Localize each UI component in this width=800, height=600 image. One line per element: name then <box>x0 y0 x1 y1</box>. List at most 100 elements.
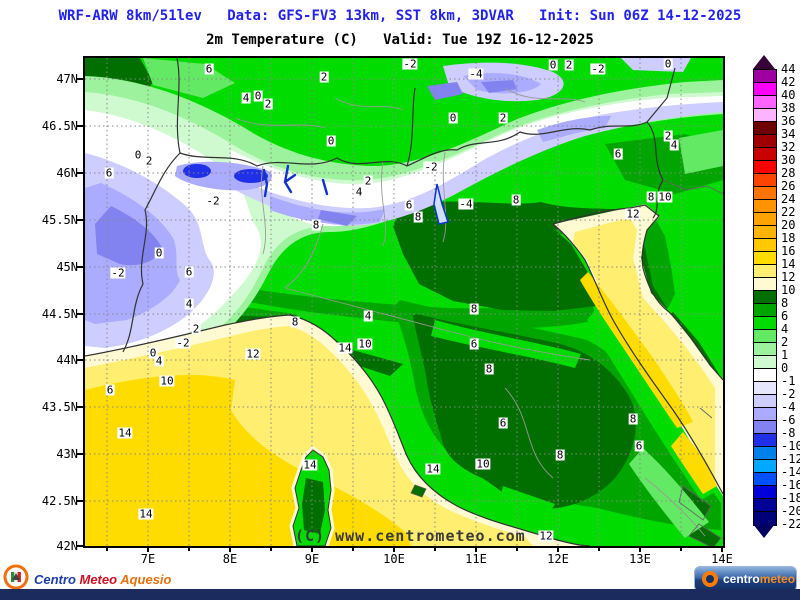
longitude-tick-label: 12E <box>547 552 569 566</box>
longitude-minor-tick-mark <box>434 546 436 551</box>
longitude-minor-tick-mark <box>598 546 600 551</box>
colorbar-tick-label: -14 <box>781 465 800 479</box>
latitude-tick-label: 47N <box>56 72 78 86</box>
colorbar-cell <box>754 499 776 512</box>
colorbar-cell <box>754 512 776 525</box>
colorbar-tick-label: 14 <box>781 257 796 271</box>
temperature-map-svg <box>85 58 723 546</box>
colorbar-cell <box>754 252 776 265</box>
colorbar-cell <box>754 473 776 486</box>
longitude-minor-tick-mark <box>516 546 518 551</box>
aquesio-logo-icon <box>3 564 29 594</box>
colorbar-cell <box>754 356 776 369</box>
longitude-tick-mark <box>475 546 477 552</box>
colorbar-tick-label: 34 <box>781 127 796 141</box>
colorbar-tick-label: 38 <box>781 101 796 115</box>
longitude-tick-mark <box>557 546 559 552</box>
colorbar-cell <box>754 382 776 395</box>
colorbar-tick-label: 16 <box>781 244 796 258</box>
longitude-tick-mark <box>393 546 395 552</box>
colorbar-tick-label: -18 <box>781 491 800 505</box>
colorbar-tick-label: 28 <box>781 166 796 180</box>
latitude-tick-label: 44.5N <box>41 307 78 321</box>
colorbar-cell <box>754 226 776 239</box>
latitude-tick-mark <box>77 500 83 502</box>
colorbar-cell <box>754 447 776 460</box>
colorbar-cell <box>754 70 776 83</box>
colorbar-tick-label: 24 <box>781 192 796 206</box>
longitude-minor-tick-mark <box>680 546 682 551</box>
colorbar-cell <box>754 239 776 252</box>
colorbar-cell <box>754 109 776 122</box>
latitude-tick-label: 42N <box>56 539 78 553</box>
colorbar-cell <box>754 148 776 161</box>
latitude-tick-mark <box>77 453 83 455</box>
centro-meteo-aquesio-logo: Centro Meteo Aquesio <box>3 564 172 594</box>
latitude-tick-label: 46N <box>56 166 78 180</box>
colorbar-tick-label: -16 <box>781 478 800 492</box>
colorbar-tick-label: 10 <box>781 283 796 297</box>
colorbar-tick-label: -6 <box>781 413 796 427</box>
latitude-tick-mark <box>77 125 83 127</box>
colorbar-tick-label: 20 <box>781 218 796 232</box>
colorbar-tick-label: 8 <box>781 296 789 310</box>
colorbar-tick-label: 0 <box>781 361 789 375</box>
colorbar-tick-label: 40 <box>781 88 796 102</box>
right-logo-text: centrometeo <box>723 572 796 586</box>
latitude-tick-mark <box>77 545 83 547</box>
colorbar-cell <box>754 460 776 473</box>
colorbar-tick-label: -2 <box>781 387 796 401</box>
colorbar-tick-label: -22 <box>781 517 800 531</box>
latitude-tick-mark <box>77 219 83 221</box>
temperature-colorbar: 44 42 40 38 36 34 32 30 28 26 24 22 20 18 16 14 12 10 8 6 4 2… <box>753 55 800 555</box>
longitude-tick-label: 13E <box>629 552 651 566</box>
colorbar-tick-label: 2 <box>781 335 789 349</box>
footer-bar <box>0 589 800 600</box>
colorbar-cell <box>754 187 776 200</box>
colorbar-tick-label: 26 <box>781 179 796 193</box>
colorbar-cells <box>753 69 777 526</box>
latitude-tick-mark <box>77 313 83 315</box>
colorbar-bottom-arrow <box>753 524 775 538</box>
latitude-tick-label: 42.5N <box>41 494 78 508</box>
field-valid-title: 2m Temperature (C) Valid: Tue 19Z 16-12-… <box>206 32 594 48</box>
colorbar-tick-label: 18 <box>781 231 796 245</box>
longitude-tick-label: 11E <box>465 552 487 566</box>
colorbar-cell <box>754 96 776 109</box>
latitude-tick-label: 45N <box>56 260 78 274</box>
colorbar-tick-label: -12 <box>781 452 800 466</box>
colorbar-cell <box>754 330 776 343</box>
longitude-tick-mark <box>721 546 723 552</box>
colorbar-tick-label: 22 <box>781 205 796 219</box>
colorbar-cell <box>754 122 776 135</box>
model-init-title: WRF-ARW 8km/51lev Data: GFS-FV3 13km, SS… <box>58 8 742 24</box>
latitude-tick-label: 43.5N <box>41 400 78 414</box>
colorbar-tick-label: 42 <box>781 75 796 89</box>
colorbar-tick-label: -1 <box>781 374 796 388</box>
colorbar-cell <box>754 343 776 356</box>
colorbar-cell <box>754 278 776 291</box>
longitude-tick-label: 14E <box>711 552 733 566</box>
longitude-tick-label: 7E <box>140 552 156 566</box>
left-logo-text: Centro Meteo Aquesio <box>34 571 172 587</box>
longitude-minor-tick-mark <box>188 546 190 551</box>
colorbar-tick-label: 30 <box>781 153 796 167</box>
colorbar-tick-label: -10 <box>781 439 800 453</box>
longitude-tick-label: 10E <box>383 552 405 566</box>
longitude-tick-mark <box>147 546 149 552</box>
longitude-tick-label: 9E <box>304 552 320 566</box>
colorbar-cell <box>754 369 776 382</box>
colorbar-cell <box>754 434 776 447</box>
latitude-tick-label: 44N <box>56 353 78 367</box>
longitude-tick-mark <box>639 546 641 552</box>
colorbar-cell <box>754 291 776 304</box>
colorbar-tick-label: 6 <box>781 309 789 323</box>
colorbar-tick-label: 1 <box>781 348 789 362</box>
colorbar-cell <box>754 83 776 96</box>
colorbar-tick-label: 36 <box>781 114 796 128</box>
longitude-tick-mark <box>311 546 313 552</box>
colorbar-cell <box>754 395 776 408</box>
colorbar-cell <box>754 213 776 226</box>
longitude-tick-label: 8E <box>222 552 238 566</box>
